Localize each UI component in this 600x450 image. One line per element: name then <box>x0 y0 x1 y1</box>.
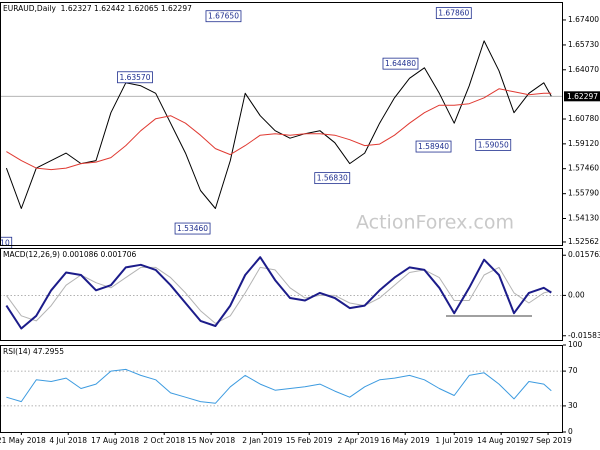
y-tick-label: 1.59120 <box>568 139 599 148</box>
last-price-box <box>564 91 600 102</box>
panel-frame <box>0 248 563 341</box>
watermark: ActionForex.com <box>356 212 514 234</box>
x-tick-label: 4 Jul 2018 <box>49 436 87 445</box>
x-tick-label: 15 Feb 2019 <box>286 436 333 445</box>
x-tick-label: 2 Jan 2019 <box>242 436 282 445</box>
y-tick-label: 0 <box>568 427 573 436</box>
x-tick-label: 14 Aug 2019 <box>477 436 525 445</box>
annotation-label: 1.63570 <box>119 73 150 82</box>
series-line <box>6 368 552 404</box>
panel-frame <box>0 2 563 246</box>
x-tick-label: 16 May 2019 <box>381 436 430 445</box>
series-line <box>5 266 552 324</box>
annotation-box <box>435 7 472 19</box>
y-tick-label: 30 <box>568 401 578 410</box>
annotation-box <box>382 57 419 70</box>
series-line <box>6 88 552 171</box>
y-tick-label: 1.65730 <box>568 40 599 49</box>
annotation-box <box>117 71 153 84</box>
x-tick-label: 2 Oct 2018 <box>143 436 185 445</box>
y-tick-label: 1.54130 <box>568 214 599 223</box>
annotation-label: 10 <box>0 238 10 247</box>
y-tick-label: 1.60780 <box>568 114 599 123</box>
y-tick-label: 0.015762 <box>568 250 600 259</box>
x-tick-label: 1 Jul 2019 <box>435 436 473 445</box>
annotation-label: 1.67650 <box>208 12 239 21</box>
x-tick-label: 15 Nov 2018 <box>187 436 235 445</box>
panel-title: MACD(12,26,9) 0.001086 0.001706 <box>3 250 137 259</box>
series-line <box>5 256 552 330</box>
annotation-box <box>205 10 242 23</box>
panel-title: EURAUD,Daily 1.62327 1.62442 1.62065 1.6… <box>3 4 192 13</box>
y-tick-label: -0.015834 <box>568 331 600 340</box>
last-price-label: 1.62297 <box>567 92 598 101</box>
y-tick-label: 1.55790 <box>568 189 599 198</box>
annotation-label: 1.58940 <box>418 142 449 151</box>
y-tick-label: 1.64070 <box>568 65 599 74</box>
annotation-label: 1.53460 <box>177 224 208 233</box>
y-tick-label: 0.00 <box>568 290 585 299</box>
panel-title: RSI(14) 47.2955 <box>3 347 64 356</box>
annotation-label: 1.64480 <box>385 59 416 68</box>
annotation-label: 1.59050 <box>478 140 509 149</box>
annotation-box <box>415 140 452 153</box>
y-tick-label: 1.57460 <box>568 164 599 173</box>
y-tick-label: 100 <box>568 340 583 349</box>
annotation-box <box>0 236 13 249</box>
y-tick-label: 1.67400 <box>568 15 599 24</box>
panel-frame <box>0 345 563 433</box>
y-tick-label: 1.52562 <box>568 237 599 246</box>
annotation-box <box>174 222 211 235</box>
annotation-box <box>475 138 512 151</box>
x-tick-label: 17 Aug 2018 <box>91 436 139 445</box>
annotation-label: 1.56830 <box>317 174 348 183</box>
x-tick-label: 21 May 2018 <box>0 436 46 445</box>
x-tick-label: 2 Apr 2019 <box>337 436 379 445</box>
x-tick-label: 27 Sep 2019 <box>524 436 572 445</box>
annotation-label: 1.67860 <box>438 9 469 18</box>
annotation-box <box>314 172 351 185</box>
y-tick-label: 70 <box>568 366 578 375</box>
